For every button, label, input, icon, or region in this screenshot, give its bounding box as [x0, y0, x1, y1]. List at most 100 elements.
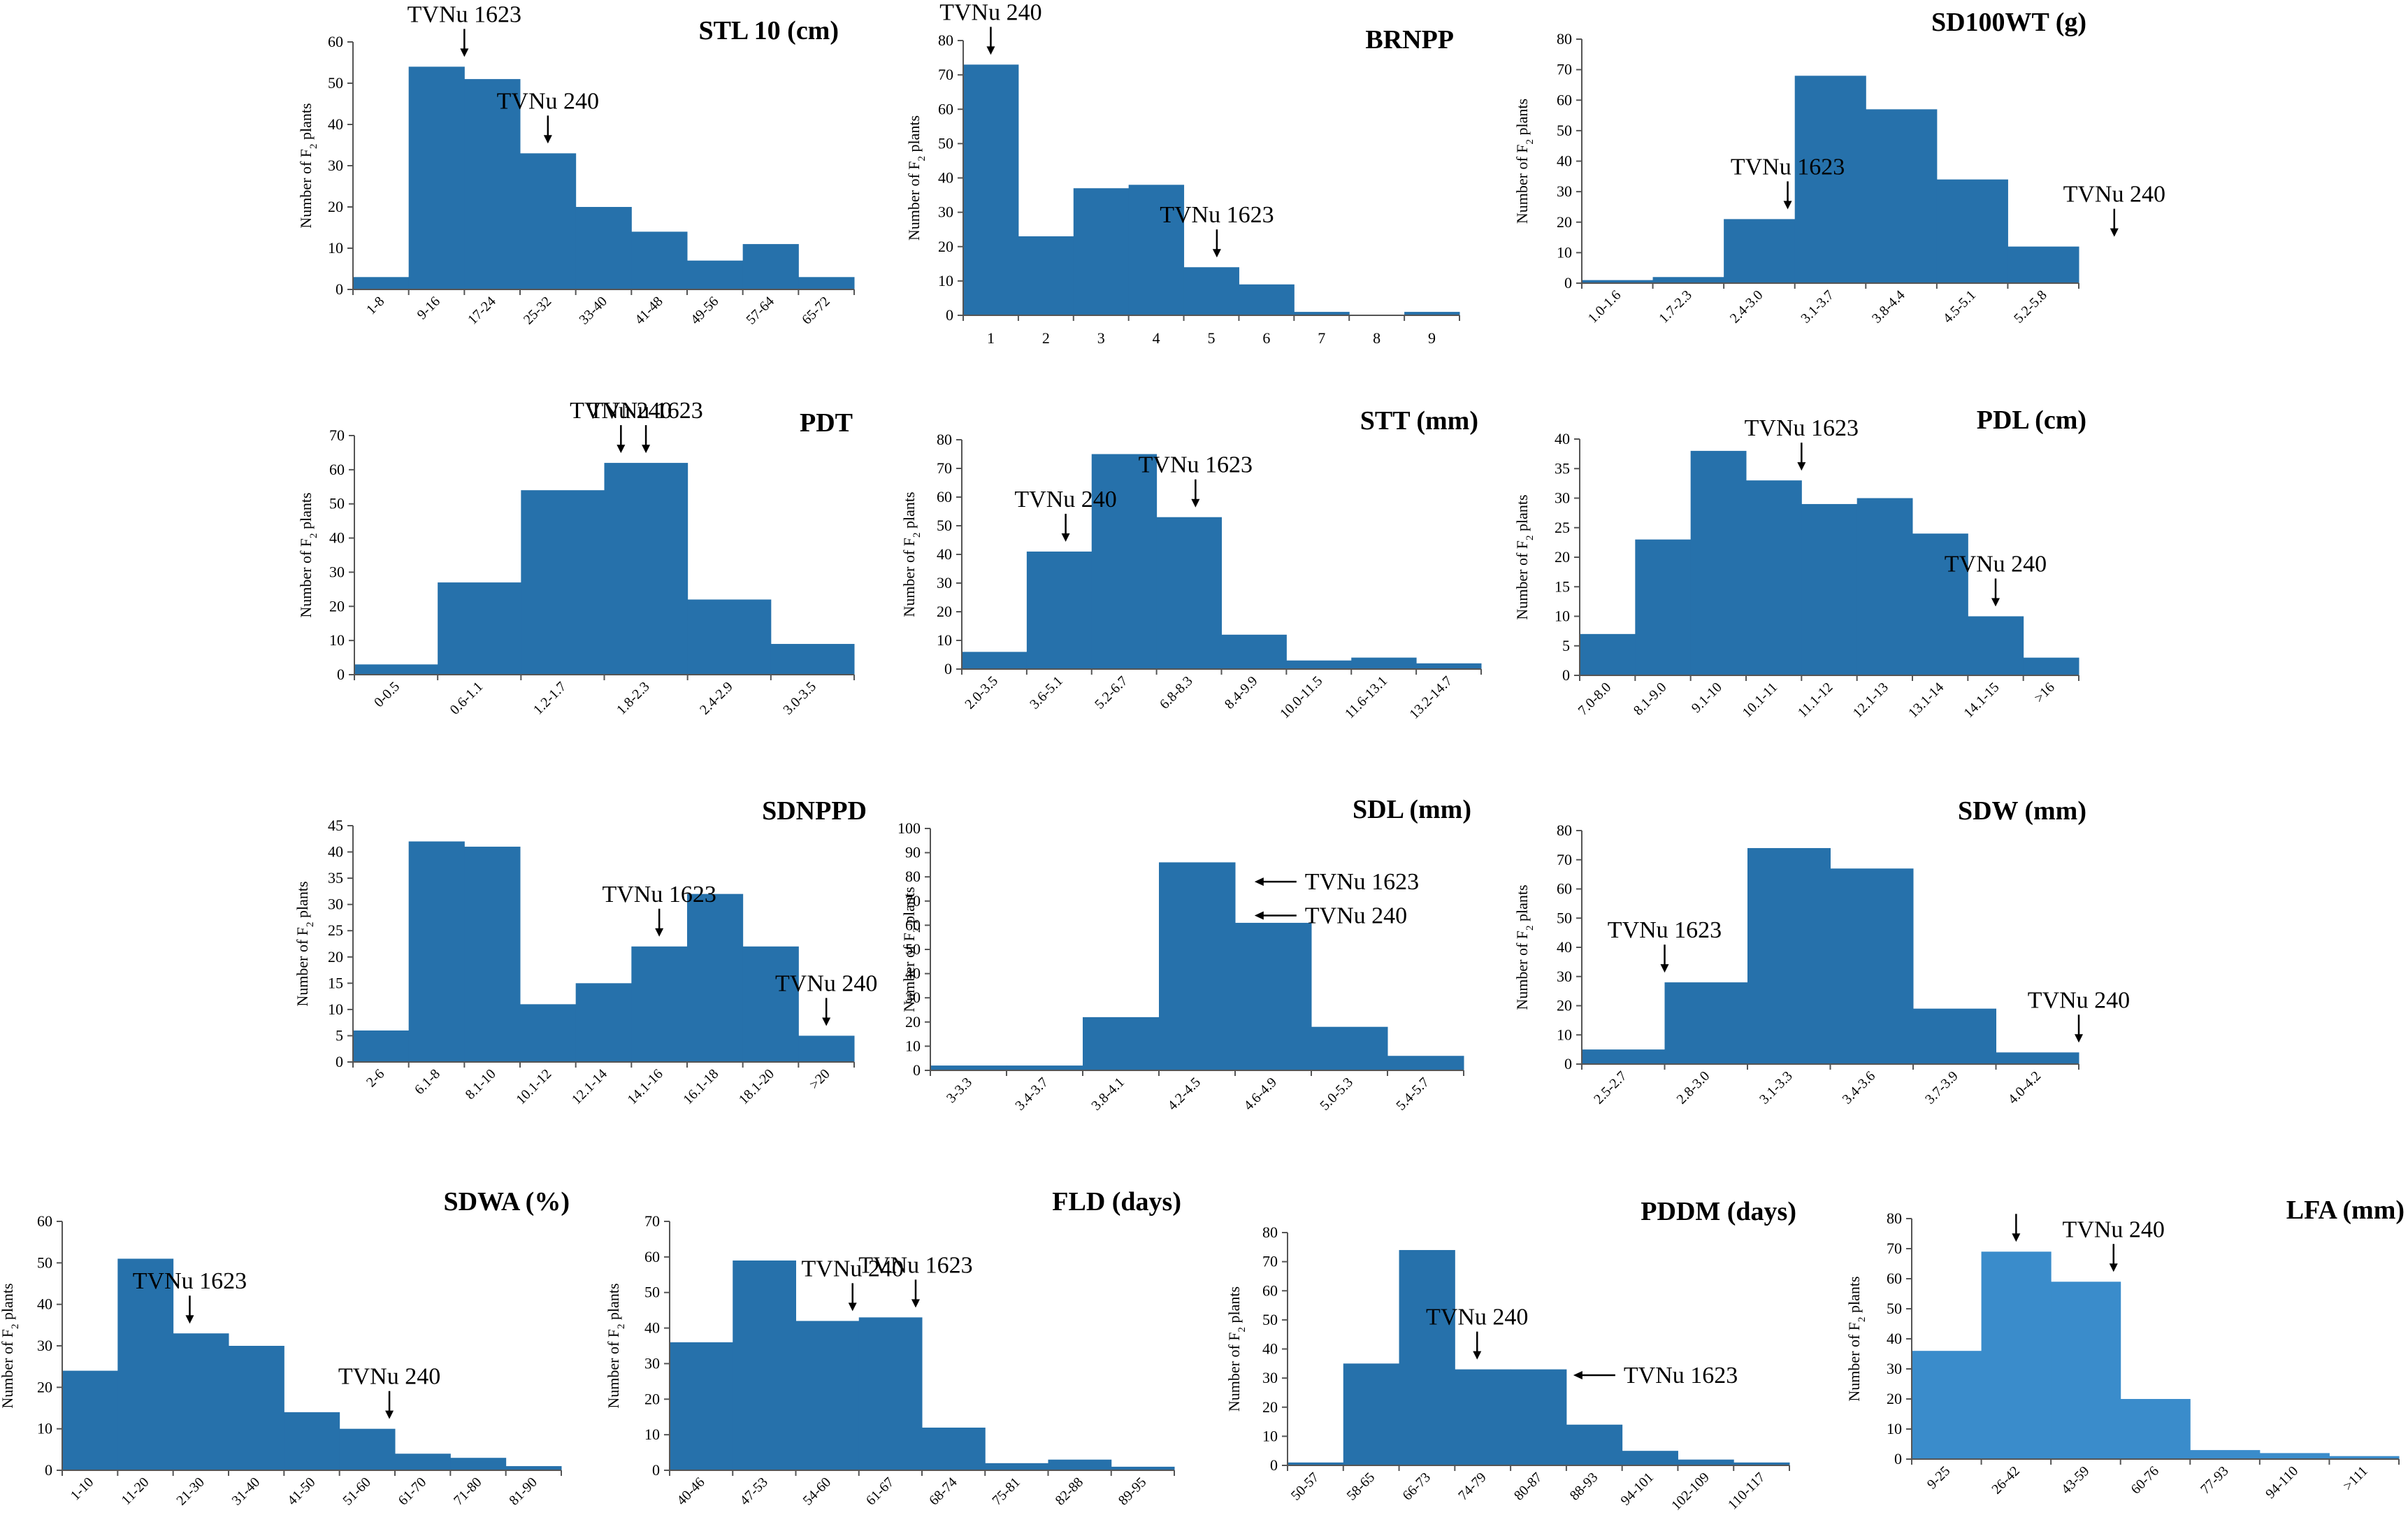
histogram-bar — [62, 1370, 118, 1470]
histogram-bar — [1351, 657, 1417, 669]
histogram-bar — [1747, 848, 1831, 1064]
annotation-arrowhead — [1254, 911, 1264, 920]
histogram-bar — [505, 1466, 562, 1470]
annotation-arrowhead — [185, 1315, 194, 1324]
y-tick-label: 60 — [905, 916, 921, 933]
y-tick-label: 30 — [1555, 489, 1570, 507]
y-tick-label: 10 — [937, 631, 952, 649]
annotation-label: TVNu 1623 — [1160, 202, 1274, 228]
annotation-arrowhead — [1254, 877, 1264, 887]
y-tick-label: 30 — [328, 157, 343, 174]
histogram-bar — [353, 1030, 410, 1062]
y-tick-label: 10 — [37, 1420, 52, 1437]
histogram-bar — [284, 1412, 340, 1470]
y-tick-label: 40 — [1557, 152, 1572, 170]
y-tick-label: 100 — [897, 819, 921, 837]
y-tick-label: 70 — [1557, 851, 1572, 868]
histogram-bar — [575, 983, 632, 1062]
y-tick-label: 30 — [937, 574, 952, 591]
y-tick-label: 70 — [1262, 1253, 1278, 1270]
y-tick-label: 80 — [937, 431, 952, 448]
annotation-label: TVNu 240 — [775, 970, 877, 996]
histogram-bar — [1416, 663, 1482, 669]
histogram-bar — [930, 1065, 1007, 1070]
histogram-bar — [520, 1004, 577, 1062]
y-tick-label: 45 — [328, 817, 343, 834]
chart-title: PDDM (days) — [1641, 1197, 1796, 1226]
histogram-bar — [1664, 982, 1748, 1064]
histogram-bar — [575, 207, 632, 289]
histogram-bar — [1183, 267, 1239, 315]
annotation-arrowhead — [2109, 1263, 2118, 1272]
histogram-bar — [687, 893, 744, 1062]
y-tick-label: 25 — [328, 921, 343, 939]
histogram-bar — [1128, 185, 1185, 315]
y-tick-label: 10 — [329, 631, 345, 649]
histogram-bar — [2051, 1282, 2121, 1459]
histogram-bar — [1387, 1056, 1464, 1070]
y-tick-label: 50 — [1557, 122, 1572, 139]
histogram-bar — [339, 1428, 396, 1470]
annotation-label: TVNu 1623 — [1745, 415, 1859, 441]
y-tick-label: 80 — [905, 868, 921, 885]
y-axis-label: Number of F2 plants — [297, 103, 319, 228]
y-tick-label: 5 — [336, 1026, 343, 1044]
y-tick-label: 70 — [644, 1212, 660, 1230]
y-tick-label: 20 — [937, 603, 952, 620]
y-tick-label: 0 — [652, 1461, 660, 1479]
histogram-bar — [1156, 517, 1222, 669]
histogram-bar — [922, 1427, 986, 1470]
y-tick-label: 0 — [1562, 666, 1570, 684]
y-tick-label: 35 — [328, 869, 343, 887]
annotation-label: TVNu 240 — [2028, 987, 2130, 1013]
y-tick-label: 20 — [1557, 997, 1572, 1014]
chart-title: SDW (mm) — [1958, 796, 2086, 826]
chart-title: BRNPP — [1365, 25, 1454, 55]
histogram-bar — [1048, 1459, 1112, 1470]
y-tick-label: 0 — [45, 1461, 52, 1479]
histogram-bar — [1288, 1462, 1344, 1465]
y-axis-label: Number of F2 plants — [1513, 494, 1536, 619]
y-tick-label: 50 — [328, 74, 343, 92]
histogram-bar — [1026, 551, 1093, 669]
annotation-label: TVNu 240 — [570, 398, 672, 424]
annotation-arrowhead — [2012, 1233, 2021, 1242]
histogram-bar — [1404, 312, 1460, 315]
annotation-label: TVNu 1623 — [1608, 917, 1722, 943]
histogram-bar — [1830, 868, 1914, 1064]
histogram-bar — [2120, 1399, 2191, 1459]
x-tick-label: 6 — [1262, 329, 1270, 347]
annotation-label: TVNu 1623 — [1305, 869, 1419, 895]
histogram-bar — [1511, 1369, 1567, 1465]
annotation-arrowhead — [617, 445, 626, 454]
annotation-label: TVNu 1623 — [858, 1252, 972, 1278]
y-axis-label: Number of F2 plants — [297, 492, 319, 617]
histogram-bar — [408, 841, 465, 1062]
annotation-arrowhead — [460, 48, 469, 57]
y-tick-label: 30 — [328, 896, 343, 913]
histogram-bar — [1580, 633, 1636, 675]
y-tick-label: 70 — [329, 426, 345, 444]
x-tick-label: 5 — [1208, 329, 1216, 347]
y-tick-label: 50 — [938, 134, 953, 152]
histogram-bar — [1083, 1017, 1160, 1070]
y-tick-label: 25 — [1555, 519, 1570, 536]
y-tick-label: 0 — [1564, 274, 1572, 292]
annotation-arrowhead — [543, 135, 552, 144]
histogram-bar — [798, 1035, 855, 1062]
y-tick-label: 20 — [905, 1013, 921, 1031]
annotation-arrowhead — [1991, 598, 2000, 607]
y-tick-label: 30 — [1557, 968, 1572, 985]
histogram-bar — [858, 1317, 923, 1470]
x-tick-label: 2 — [1042, 329, 1050, 347]
histogram-bar — [353, 277, 410, 289]
y-tick-label: 10 — [328, 239, 343, 257]
chart-title: STT (mm) — [1360, 406, 1478, 436]
y-axis-label: Number of F2 plants — [900, 887, 923, 1012]
y-tick-label: 40 — [1557, 938, 1572, 956]
y-tick-label: 10 — [1262, 1427, 1278, 1444]
chart-panel: 0 10 20 30 40 50 60 70 80 1 2 3 4 5 6 7 8 9 Number of F2 p… — [905, 0, 1460, 347]
chart-title: FLD (days) — [1052, 1187, 1181, 1216]
